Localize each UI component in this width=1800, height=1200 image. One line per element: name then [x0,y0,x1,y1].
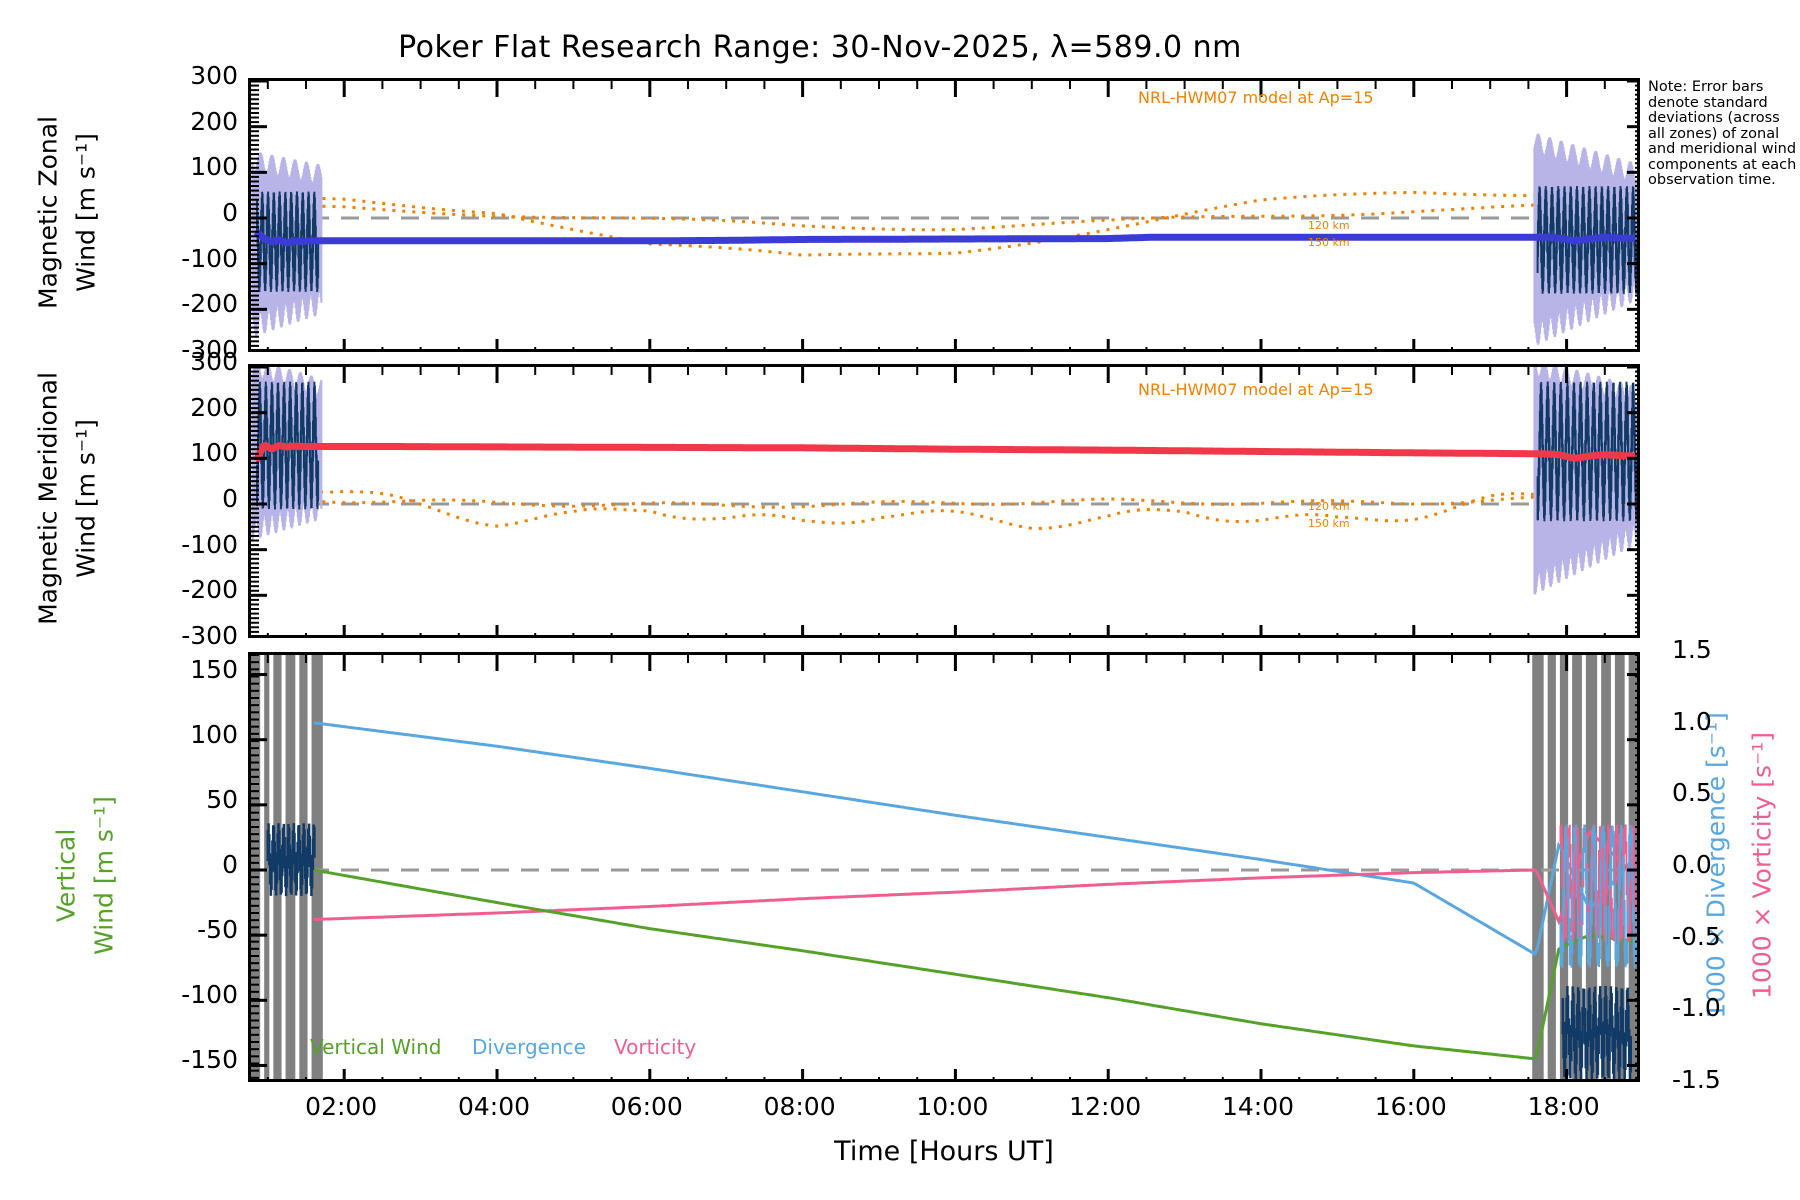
panel-vertical-wind[interactable] [248,652,1640,1082]
page-title: Poker Flat Research Range: 30-Nov-2025, … [398,30,1242,65]
legend-item-vorticity[interactable]: Vorticity [614,1035,697,1059]
meridional-ytick-5: -200 [181,575,238,605]
legend-item-vertical-wind[interactable]: Vertical Wind [310,1035,442,1059]
vertical-ytick-1: 100 [190,719,238,749]
vertical-right-ytick-3: 0.0 [1672,850,1712,879]
zonal-ytick-4: -100 [181,243,238,273]
plot-canvas [251,655,1637,1079]
band-separator [260,655,265,1079]
panel-meridional-ylabel-line1: Magnetic Meridional [33,372,63,625]
xtick-8: 18:00 [1527,1092,1600,1121]
zonal-ytick-2: 100 [190,152,238,182]
vertical-wind-line [313,868,1636,1061]
band-separator [1543,655,1548,1079]
vertical-right-ytick-1: 1.0 [1672,706,1712,736]
model-curve-120km [252,202,1637,232]
legend-item-divergence[interactable]: Divergence [472,1035,586,1059]
meridional-ytick-3: 0 [222,484,238,513]
vertical-ytick-0: 150 [190,654,238,684]
zonal-wind-line [253,229,1636,247]
xtick-5: 12:00 [1069,1092,1142,1121]
vertical-right-ytick-6: -1.5 [1672,1065,1721,1094]
model-curve-120km [252,495,1637,509]
vertical-right-ytick-5: -1.0 [1672,993,1721,1023]
xtick-6: 14:00 [1221,1092,1295,1121]
meridional-alt-label-120: 120 km [1308,500,1350,513]
meridional-ytick-1: 200 [190,392,238,422]
zonal-ytick-1: 200 [190,106,238,136]
divergence-line [313,721,1637,957]
zonal-ytick-5: -200 [181,289,238,319]
error-bar-note: Note: Error bars denote standard deviati… [1648,79,1797,188]
model-curve-150km [251,474,1637,530]
vertical-ytick-4: -50 [197,915,238,945]
zonal-model-annotation: NRL-HWM07 model at Ap=15 [1138,88,1374,107]
zonal-ytick-0: 300 [190,61,238,90]
meridional-ytick-4: -100 [181,529,238,559]
vertical-right-ytick-0: 1.5 [1672,635,1712,664]
zonal-ytick-3: 0 [222,198,238,227]
zonal-ytick-6: -300 [181,335,238,364]
plot-canvas [251,81,1637,349]
zonal-alt-label-120: 120 km [1308,219,1350,232]
panel-vertical-ylabel-line1: Vertical [51,828,81,923]
vertical-ytick-2: 50 [206,784,238,814]
meridional-ytick-6: -300 [181,621,238,650]
x-axis-label: Time [Hours UT] [834,1136,1054,1167]
meridional-alt-label-150: 150 km [1308,517,1350,530]
meridional-wind-line [253,441,1636,463]
panel-magnetic-zonal-wind[interactable] [248,78,1640,352]
xtick-0: 02:00 [305,1092,378,1121]
vertical-ytick-6: -150 [181,1045,238,1075]
meridional-model-annotation: NRL-HWM07 model at Ap=15 [1138,380,1374,399]
zonal-alt-label-150: 150 km [1308,236,1350,249]
xtick-4: 10:00 [916,1092,989,1121]
panel-meridional-ylabel-line2: Wind [m s⁻¹] [71,419,101,578]
meridional-ytick-2: 100 [190,438,238,468]
panel-magnetic-meridional-wind[interactable] [248,364,1640,638]
band-separator [1555,655,1560,1079]
vertical-right-ytick-4: -0.5 [1672,921,1721,951]
plot-canvas [251,367,1637,635]
xtick-2: 06:00 [610,1092,683,1121]
panel-vertical-ylabel-line2: Wind [m s⁻¹] [89,796,119,955]
vorticity-line [313,829,1637,926]
xtick-3: 08:00 [763,1092,836,1121]
vertical-right-ytick-2: 0.5 [1672,778,1712,808]
vertical-ytick-5: -100 [181,980,238,1010]
xtick-1: 04:00 [457,1092,531,1121]
meridional-ytick-0: 300 [190,347,238,376]
model-curve-150km [252,190,1637,257]
vertical-ytick-3: 0 [222,850,238,879]
xtick-7: 16:00 [1374,1092,1447,1121]
